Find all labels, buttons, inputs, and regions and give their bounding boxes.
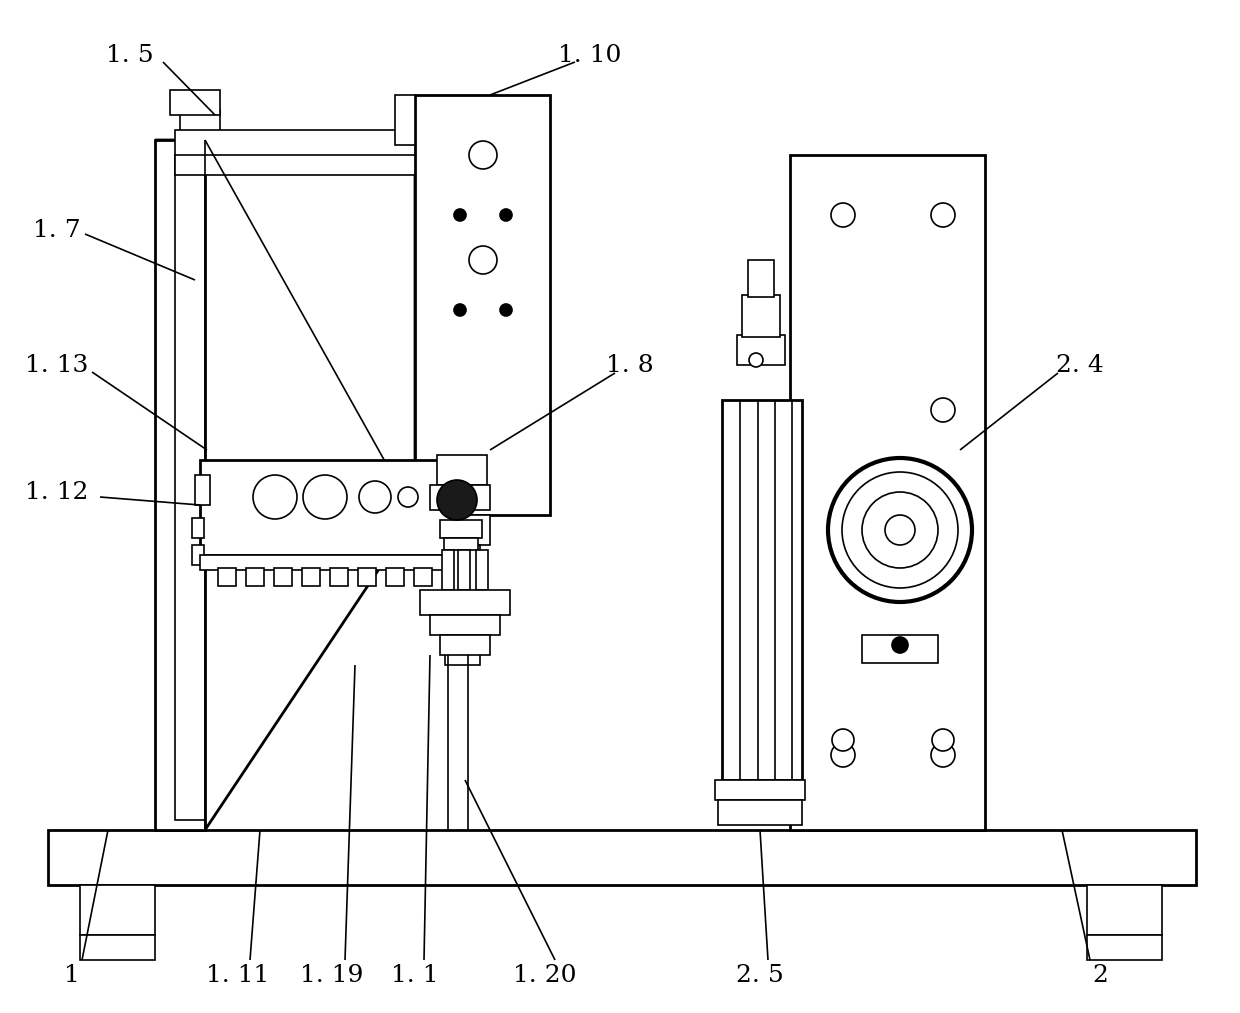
Text: 2: 2: [1092, 963, 1107, 987]
Bar: [420, 590, 510, 615]
Bar: [358, 568, 376, 586]
Bar: [303, 568, 320, 586]
Circle shape: [931, 743, 955, 767]
Bar: [81, 885, 155, 935]
Bar: [1087, 935, 1162, 960]
Bar: [175, 155, 205, 820]
Circle shape: [500, 209, 512, 221]
Bar: [246, 568, 264, 586]
Circle shape: [842, 472, 959, 588]
Circle shape: [831, 203, 856, 227]
Bar: [81, 935, 155, 960]
Bar: [396, 95, 415, 145]
Bar: [440, 635, 490, 655]
Circle shape: [828, 458, 972, 602]
Bar: [722, 400, 802, 780]
Bar: [414, 568, 432, 586]
Bar: [330, 568, 348, 586]
Text: 1. 1: 1. 1: [392, 963, 439, 987]
Text: 2. 5: 2. 5: [737, 963, 784, 987]
Text: 1. 11: 1. 11: [206, 963, 269, 987]
Bar: [48, 830, 1197, 885]
Text: 1. 7: 1. 7: [33, 219, 81, 241]
Bar: [444, 538, 477, 550]
Circle shape: [454, 304, 466, 316]
Bar: [430, 615, 500, 635]
Bar: [458, 550, 470, 590]
Circle shape: [885, 515, 915, 545]
Circle shape: [832, 729, 854, 751]
Bar: [436, 455, 487, 485]
Circle shape: [469, 246, 497, 274]
Circle shape: [931, 203, 955, 227]
Circle shape: [253, 475, 298, 519]
Bar: [195, 475, 210, 505]
Bar: [274, 568, 291, 586]
Bar: [862, 635, 937, 663]
Circle shape: [831, 743, 856, 767]
Bar: [445, 545, 480, 665]
Bar: [790, 155, 985, 830]
Bar: [718, 800, 802, 825]
Circle shape: [360, 481, 391, 513]
Bar: [175, 130, 435, 165]
Text: 2. 4: 2. 4: [1056, 354, 1104, 377]
Bar: [1087, 885, 1162, 935]
Bar: [430, 485, 490, 510]
Bar: [192, 518, 205, 538]
Bar: [715, 780, 805, 800]
Bar: [218, 568, 236, 586]
Circle shape: [749, 353, 763, 367]
Bar: [386, 568, 404, 586]
Circle shape: [931, 398, 955, 422]
Bar: [192, 545, 205, 565]
Bar: [435, 515, 490, 545]
Bar: [180, 110, 219, 160]
Circle shape: [892, 637, 908, 653]
Polygon shape: [155, 140, 415, 830]
Bar: [441, 550, 454, 590]
Bar: [748, 260, 774, 297]
Bar: [200, 460, 450, 555]
Circle shape: [436, 480, 477, 520]
Bar: [737, 335, 785, 365]
Bar: [440, 520, 482, 538]
Circle shape: [454, 209, 466, 221]
Text: 1: 1: [64, 963, 79, 987]
Circle shape: [469, 141, 497, 169]
Text: 1. 19: 1. 19: [300, 963, 363, 987]
Circle shape: [932, 729, 954, 751]
Text: 1. 5: 1. 5: [107, 44, 154, 67]
Circle shape: [398, 487, 418, 506]
Bar: [200, 555, 450, 570]
Bar: [170, 90, 219, 115]
Circle shape: [303, 475, 347, 519]
Text: 1. 12: 1. 12: [25, 480, 89, 503]
Bar: [155, 140, 205, 830]
Bar: [742, 295, 780, 337]
Text: 1. 13: 1. 13: [25, 354, 89, 377]
Circle shape: [862, 492, 937, 568]
Circle shape: [500, 304, 512, 316]
Text: 1. 10: 1. 10: [558, 44, 621, 67]
Bar: [175, 155, 435, 175]
Text: 1. 8: 1. 8: [606, 354, 653, 377]
Text: 1. 20: 1. 20: [513, 963, 577, 987]
Bar: [476, 550, 489, 590]
Bar: [415, 95, 551, 515]
